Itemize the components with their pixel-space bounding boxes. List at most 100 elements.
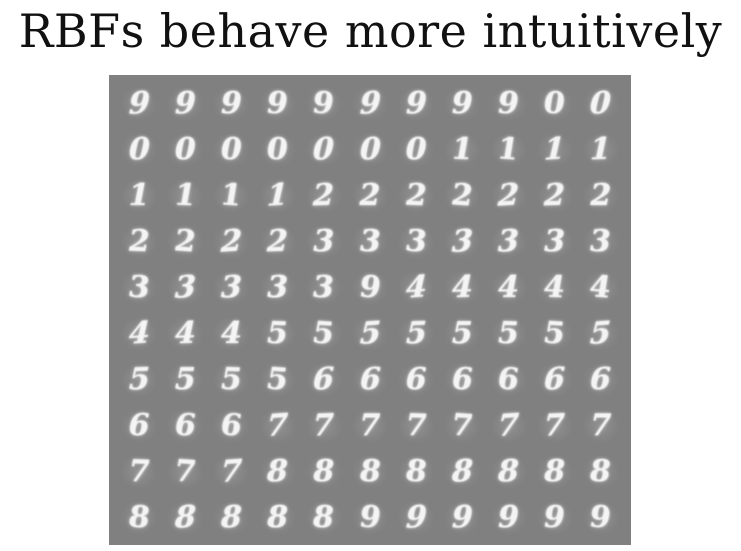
- digit-cell-background: [444, 455, 481, 489]
- digit-cell-background: [536, 87, 573, 121]
- digit-cell: 2: [578, 173, 624, 219]
- digit-cell-background: [213, 179, 250, 213]
- digit-glyph: 4: [127, 315, 151, 352]
- digit-cell: 9: [532, 495, 578, 541]
- digit-glyph: 6: [543, 361, 566, 398]
- digit-glyph: 6: [451, 361, 474, 398]
- digit-cell: 4: [439, 265, 485, 311]
- digit-cell-background: [398, 409, 435, 443]
- digit-glyph: 5: [220, 361, 243, 398]
- digit-cell: 7: [485, 403, 531, 449]
- digit-glyph: 3: [174, 269, 197, 306]
- digit-cell-background: [167, 363, 204, 397]
- digit-cell-background: [167, 225, 204, 259]
- digit-cell-background: [259, 133, 296, 167]
- digit-glyph: 3: [590, 223, 612, 260]
- digit-glyph: 7: [266, 407, 289, 444]
- digit-cell: 2: [301, 173, 347, 219]
- digit-cell-background: [167, 317, 204, 351]
- digit-cell-background: [444, 409, 481, 443]
- digit-cell-background: [305, 317, 342, 351]
- digit-cell: 9: [347, 81, 393, 127]
- digit-cell: 6: [485, 357, 531, 403]
- digit-glyph: 5: [589, 315, 613, 352]
- digit-cell-background: [444, 225, 481, 259]
- digit-cell: 9: [439, 495, 485, 541]
- digit-cell-background: [167, 455, 204, 489]
- digit-glyph: 1: [266, 177, 289, 214]
- digit-cell: 5: [255, 357, 301, 403]
- digit-cell: 1: [439, 127, 485, 173]
- digit-cell-background: [167, 409, 204, 443]
- digit-cell-background: [490, 225, 527, 259]
- digit-cell-background: [305, 271, 342, 305]
- digit-cell: 2: [347, 173, 393, 219]
- digit-glyph: 3: [451, 223, 474, 260]
- digit-cell: 3: [116, 265, 162, 311]
- digit-glyph: 8: [544, 454, 566, 489]
- digit-cell: 5: [532, 311, 578, 357]
- digit-glyph: 6: [405, 362, 427, 397]
- digit-glyph: 9: [451, 499, 474, 536]
- digit-cell: 6: [116, 403, 162, 449]
- digit-glyph: 7: [220, 453, 243, 490]
- digit-glyph: 7: [451, 407, 474, 444]
- digit-cell-background: [351, 363, 388, 397]
- digit-glyph: 5: [266, 361, 289, 398]
- digit-cell: 4: [208, 311, 254, 357]
- digit-cell-background: [444, 363, 481, 397]
- digit-glyph: 7: [543, 407, 566, 444]
- digit-cell-background: [351, 317, 388, 351]
- digit-cell-background: [582, 363, 619, 397]
- digit-glyph: 3: [313, 269, 335, 306]
- digit-cell: 9: [578, 495, 624, 541]
- digit-cell: 6: [208, 403, 254, 449]
- digit-cell-background: [398, 455, 435, 489]
- digit-glyph: 8: [405, 453, 428, 490]
- digit-cell-background: [259, 225, 296, 259]
- digit-cell: 8: [255, 495, 301, 541]
- digit-glyph: 2: [174, 223, 197, 260]
- digit-glyph: 3: [544, 224, 566, 259]
- digit-cell-background: [536, 409, 573, 443]
- digit-glyph: 6: [174, 407, 197, 444]
- digit-cell: 7: [347, 403, 393, 449]
- digit-cell: 3: [439, 219, 485, 265]
- digit-cell-background: [490, 501, 527, 535]
- digit-cell: 3: [532, 219, 578, 265]
- digit-cell-background: [259, 317, 296, 351]
- digit-glyph: 5: [405, 315, 427, 352]
- digit-cell-background: [490, 409, 527, 443]
- digit-glyph: 0: [312, 131, 335, 168]
- digit-glyph: 0: [589, 85, 613, 122]
- digit-cell: 6: [439, 357, 485, 403]
- digit-cell: 8: [116, 495, 162, 541]
- digit-cell: 0: [578, 81, 624, 127]
- digit-cell-background: [444, 501, 481, 535]
- digit-glyph: 8: [497, 453, 520, 490]
- digit-glyph: 0: [174, 132, 196, 167]
- digit-cell-background: [121, 179, 158, 213]
- digit-cell: 8: [532, 449, 578, 495]
- digit-cell-background: [398, 317, 435, 351]
- digit-cell-background: [444, 317, 481, 351]
- digit-cell-background: [121, 455, 158, 489]
- digit-glyph: 6: [590, 361, 612, 398]
- digit-cell-background: [351, 501, 388, 535]
- digit-glyph: 2: [497, 177, 520, 214]
- digit-cell-background: [536, 179, 573, 213]
- digit-cell: 4: [532, 265, 578, 311]
- digit-cell-background: [213, 87, 250, 121]
- digit-cell: 4: [162, 311, 208, 357]
- digit-glyph: 9: [358, 269, 382, 306]
- digit-glyph: 7: [359, 408, 381, 443]
- digit-cell: 3: [578, 219, 624, 265]
- digit-glyph: 1: [220, 177, 243, 214]
- digit-glyph: 6: [312, 361, 335, 398]
- digit-glyph: 8: [313, 499, 335, 536]
- digit-cell-background: [582, 317, 619, 351]
- digit-glyph: 7: [313, 407, 335, 444]
- digit-glyph: 2: [266, 223, 289, 260]
- digit-cell: 6: [162, 403, 208, 449]
- digit-glyph: 9: [358, 499, 382, 536]
